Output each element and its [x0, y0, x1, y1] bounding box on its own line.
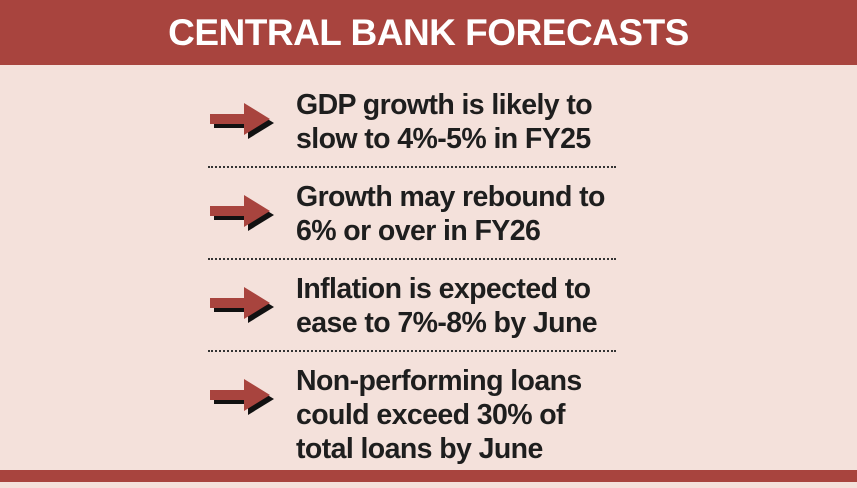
arrow-right-icon [210, 103, 274, 139]
arrow-right-icon [210, 287, 274, 323]
list-item-text: Inflation is expected to ease to 7%-8% b… [296, 273, 598, 339]
list-item: Non-performing loans could exceed 30% of… [208, 364, 616, 476]
page-title: CENTRAL BANK FORECASTS [168, 11, 689, 53]
list-item-text: Non-performing loans could exceed 30% of… [296, 365, 582, 465]
arrow-right-icon [210, 195, 274, 231]
list-item: GDP growth is likely to slow to 4%-5% in… [208, 88, 616, 168]
header-bar: CENTRAL BANK FORECASTS [0, 0, 857, 65]
forecast-list: GDP growth is likely to slow to 4%-5% in… [208, 88, 616, 488]
list-item: Inflation is expected to ease to 7%-8% b… [208, 272, 616, 352]
arrow-right-icon [210, 379, 274, 415]
list-item-text: GDP growth is likely to slow to 4%-5% in… [296, 89, 593, 155]
list-item: Growth may rebound to 6% or over in FY26 [208, 180, 616, 260]
footer-bar [0, 470, 857, 482]
list-item-text: Growth may rebound to 6% or over in FY26 [296, 181, 605, 247]
